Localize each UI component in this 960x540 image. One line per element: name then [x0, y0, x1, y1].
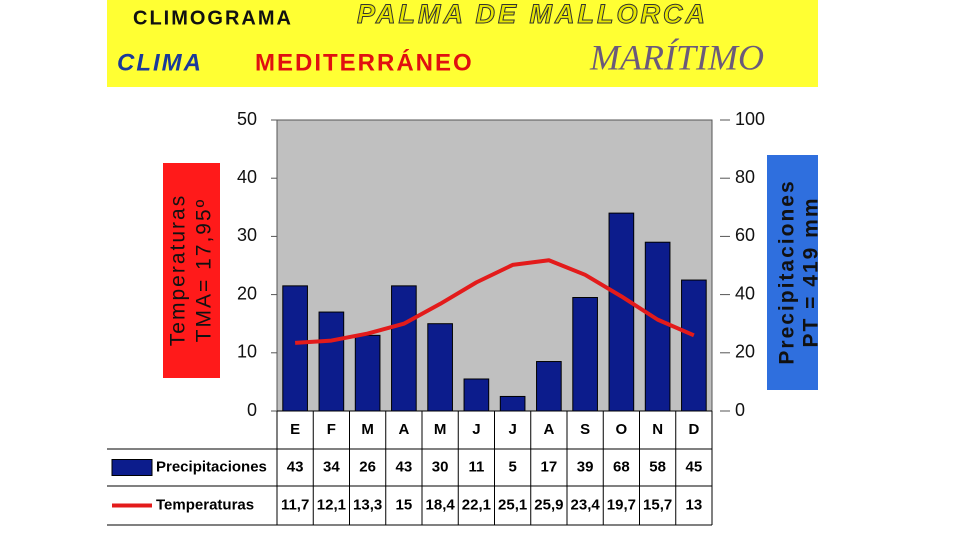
y-tick-label: 30	[237, 225, 257, 245]
x-tick-label: M	[361, 421, 374, 438]
table-value: 39	[577, 458, 594, 475]
plot-area	[276, 119, 713, 412]
x-tick-label: M	[434, 421, 447, 438]
y2-tick-label: 40	[735, 283, 755, 303]
table-value: 43	[287, 458, 304, 475]
subtitle-1: CLIMA	[117, 49, 203, 76]
x-tick-label: F	[327, 421, 336, 438]
ylabel-box	[163, 163, 220, 378]
table-value: 23,4	[571, 496, 601, 513]
table-value: 13	[686, 496, 703, 513]
bar	[499, 395, 526, 412]
y-tick-label: 10	[237, 342, 257, 362]
y2-tick-label: 20	[735, 342, 755, 362]
table-value: 11	[468, 458, 484, 475]
y-tick-label: 50	[237, 109, 257, 129]
x-tick-label: N	[652, 421, 663, 438]
table-value: 12,1	[317, 496, 346, 513]
x-tick-label: D	[688, 421, 699, 438]
bar	[318, 311, 345, 412]
subtitle-2: MEDITERRÁNEO	[255, 48, 474, 76]
bar	[354, 334, 381, 412]
legend-label: Precipitaciones	[156, 458, 267, 475]
bar	[644, 241, 671, 412]
chart-title: CLIMOGRAMA	[133, 7, 293, 29]
table-value: 25,9	[534, 496, 563, 513]
table-value: 34	[323, 458, 340, 475]
x-tick-label: A	[398, 421, 409, 438]
table-value: 25,1	[498, 496, 527, 513]
table-value: 68	[613, 458, 630, 475]
y-tick-label: 40	[237, 167, 257, 187]
table-value: 58	[649, 458, 666, 475]
x-tick-label: E	[290, 421, 300, 438]
y2-tick-label: 60	[735, 225, 755, 245]
bar	[572, 297, 598, 412]
table-value: 30	[432, 458, 449, 475]
table-value: 26	[359, 458, 376, 475]
bar	[608, 212, 635, 412]
y2-tick-label: 80	[735, 167, 755, 187]
y2-tick-label: 100	[735, 109, 765, 129]
x-tick-label: S	[580, 421, 590, 438]
x-tick-label: J	[508, 421, 516, 438]
table-value: 19,7	[607, 496, 636, 513]
y2-axis-label: Precipitaciones	[776, 179, 799, 364]
bar	[681, 279, 707, 412]
table-value: 15,7	[643, 496, 672, 513]
y2label-box	[767, 155, 818, 390]
table-value: 17	[541, 458, 558, 475]
y-axis-sublabel: TMA= 17,95º	[193, 198, 216, 343]
y2-tick-label: 0	[735, 400, 745, 420]
table-value: 43	[396, 458, 413, 475]
chart-title-place: PALMA DE MALLORCA	[357, 0, 708, 29]
y-axis-label: Temperaturas	[167, 194, 190, 346]
table-value: 22,1	[462, 496, 491, 513]
y-tick-label: 0	[247, 400, 257, 420]
y2-axis-sublabel: PT = 419 mm	[800, 197, 823, 348]
table-value: 13,3	[353, 496, 382, 513]
bar	[536, 361, 562, 412]
table-value: 11,7	[281, 496, 309, 513]
table-value: 18,4	[426, 496, 456, 513]
subtitle-3: MARÍTIMO	[589, 37, 764, 77]
temperature-line	[294, 258, 695, 345]
x-tick-label: J	[472, 421, 480, 438]
table-value: 15	[396, 496, 413, 513]
bar	[463, 378, 490, 412]
bar	[391, 285, 417, 412]
y-tick-label: 20	[237, 283, 257, 303]
legend-swatch	[111, 459, 153, 476]
table-value: 5	[508, 458, 516, 475]
title-banner	[107, 0, 818, 87]
bar	[427, 323, 453, 412]
x-tick-label: O	[616, 421, 628, 438]
bar	[282, 285, 308, 412]
legend-label: Temperaturas	[156, 496, 254, 513]
table-value: 45	[686, 458, 703, 475]
x-tick-label: A	[543, 421, 554, 438]
